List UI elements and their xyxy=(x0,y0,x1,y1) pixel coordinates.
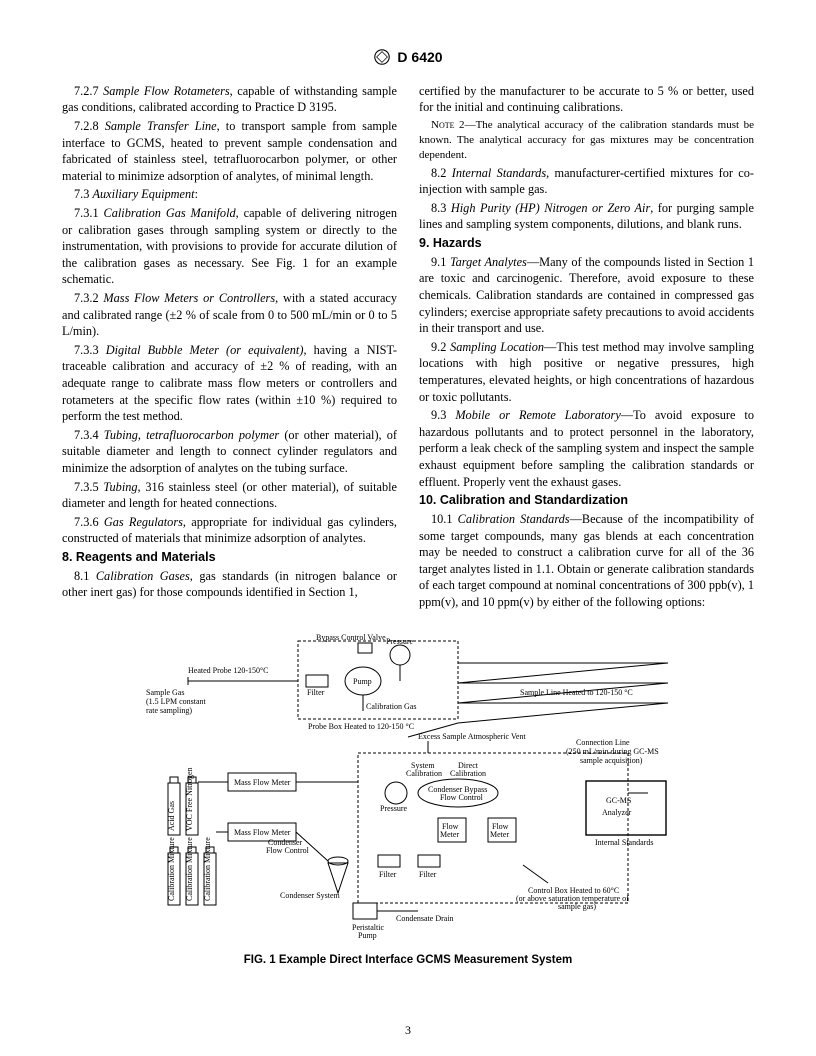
lbl-peristaltic: PeristalticPump xyxy=(352,923,384,940)
lbl-int-std: Internal Standards xyxy=(595,838,653,847)
para-8-2: 8.2 Internal Standards, manufacturer-cer… xyxy=(419,165,754,198)
lbl-gcms: GC-MSAnalyzer xyxy=(602,796,632,817)
para-7-3-2: 7.3.2 Mass Flow Meters or Controllers, w… xyxy=(62,290,397,340)
para-7-3-4: 7.3.4 Tubing, tetrafluorocarbon polymer … xyxy=(62,427,397,477)
lbl-flow-meter-1: FlowMeter xyxy=(440,822,459,839)
para-7-3: 7.3 Auxiliary Equipment: xyxy=(62,186,397,203)
lbl-flow-meter-2: FlowMeter xyxy=(490,822,509,839)
lbl-sample-gas: Sample Gas(1.5 LPM constantrate sampling… xyxy=(146,688,207,715)
lbl-filter-2: Filter xyxy=(379,870,397,879)
para-9-3: 9.3 Mobile or Remote Laboratory—To avoid… xyxy=(419,407,754,490)
lbl-excess-vent: Excess Sample Atmospheric Vent xyxy=(418,732,526,741)
body-columns: 7.2.7 Sample Flow Rotameters, capable of… xyxy=(62,83,754,611)
para-7-3-1: 7.3.1 Calibration Gas Manifold, capable … xyxy=(62,205,397,288)
note-2: Note 2—The analytical accuracy of the ca… xyxy=(419,118,754,163)
lbl-dir-cal: DirectCalibration xyxy=(450,761,486,778)
para-7-2-7: 7.2.7 Sample Flow Rotameters, capable of… xyxy=(62,83,397,116)
doc-header: D 6420 xyxy=(62,48,754,67)
section-8-heading: 8. Reagents and Materials xyxy=(62,549,397,566)
lbl-cyl-c: Calibration Mixture xyxy=(167,836,176,900)
lbl-cal-gas: Calibration Gas xyxy=(366,702,416,711)
section-9-heading: 9. Hazards xyxy=(419,235,754,252)
para-7-3-5: 7.3.5 Tubing, 316 stainless steel (or ot… xyxy=(62,479,397,512)
para-7-3-6: 7.3.6 Gas Regulators, appropriate for in… xyxy=(62,514,397,547)
lbl-filter-1: Filter xyxy=(307,688,325,697)
lbl-heated-probe: Heated Probe 120-150°C xyxy=(188,666,269,675)
lbl-sys-cal: SystemCalibration xyxy=(406,761,442,778)
lbl-mfm-1: Mass Flow Meter xyxy=(234,778,291,787)
astm-logo-icon xyxy=(373,48,391,66)
page-number: 3 xyxy=(0,1022,816,1038)
lbl-mfm-2: Mass Flow Meter xyxy=(234,828,291,837)
cylinders: Acid Gas VOC Free Nitrogen Calibration M… xyxy=(167,767,216,905)
figure-1-svg: Heated Probe 120-150°C Sample Gas(1.5 LP… xyxy=(128,633,688,943)
para-8-1-cont: certified by the manufacturer to be accu… xyxy=(419,83,754,116)
lbl-filter-3: Filter xyxy=(419,870,437,879)
lbl-cyl-b: VOC Free Nitrogen xyxy=(185,767,194,831)
doc-designation: D 6420 xyxy=(397,48,442,67)
page: D 6420 7.2.7 Sample Flow Rotameters, cap… xyxy=(0,0,816,1056)
lbl-pressure-1: Pressure xyxy=(386,637,414,646)
lbl-ctrl-box: Control Box Heated to 60°C(or above satu… xyxy=(516,886,629,911)
section-10-heading: 10. Calibration and Standardization xyxy=(419,492,754,509)
lbl-probe-box: Probe Box Heated to 120-150 °C xyxy=(308,722,414,731)
lbl-pressure-2: Pressure xyxy=(380,804,408,813)
para-8-1: 8.1 Calibration Gases, gas standards (in… xyxy=(62,568,397,601)
lbl-sample-line: Sample Line Heated to 120-150 °C xyxy=(520,688,633,697)
lbl-cyl-a: Acid Gas xyxy=(167,801,176,831)
para-9-1: 9.1 Target Analytes—Many of the compound… xyxy=(419,254,754,337)
lbl-cond-bypass: Condenser BypassFlow Control xyxy=(428,785,487,802)
lbl-bypass-valve: Bypass Control Valve xyxy=(316,633,386,642)
figure-1-caption: FIG. 1 Example Direct Interface GCMS Mea… xyxy=(62,953,754,969)
para-8-3: 8.3 High Purity (HP) Nitrogen or Zero Ai… xyxy=(419,200,754,233)
lbl-cond-sys: Condenser System xyxy=(280,891,341,900)
para-7-3-3: 7.3.3 Digital Bubble Meter (or equivalen… xyxy=(62,342,397,425)
lbl-conn-line: Connection Line(250 mL/min during GC-MSs… xyxy=(566,738,659,765)
lbl-pump: Pump xyxy=(353,677,372,686)
lbl-cond-drain: Condensate Drain xyxy=(396,914,454,923)
figure-1: Heated Probe 120-150°C Sample Gas(1.5 LP… xyxy=(62,633,754,969)
para-9-2: 9.2 Sampling Location—This test method m… xyxy=(419,339,754,405)
para-10-1: 10.1 Calibration Standards—Because of th… xyxy=(419,511,754,611)
lbl-cyl-e: Calibration Mixture xyxy=(203,836,212,900)
lbl-cyl-d: Calibration Mixture xyxy=(185,836,194,900)
para-7-2-8: 7.2.8 Sample Transfer Line, to transport… xyxy=(62,118,397,184)
